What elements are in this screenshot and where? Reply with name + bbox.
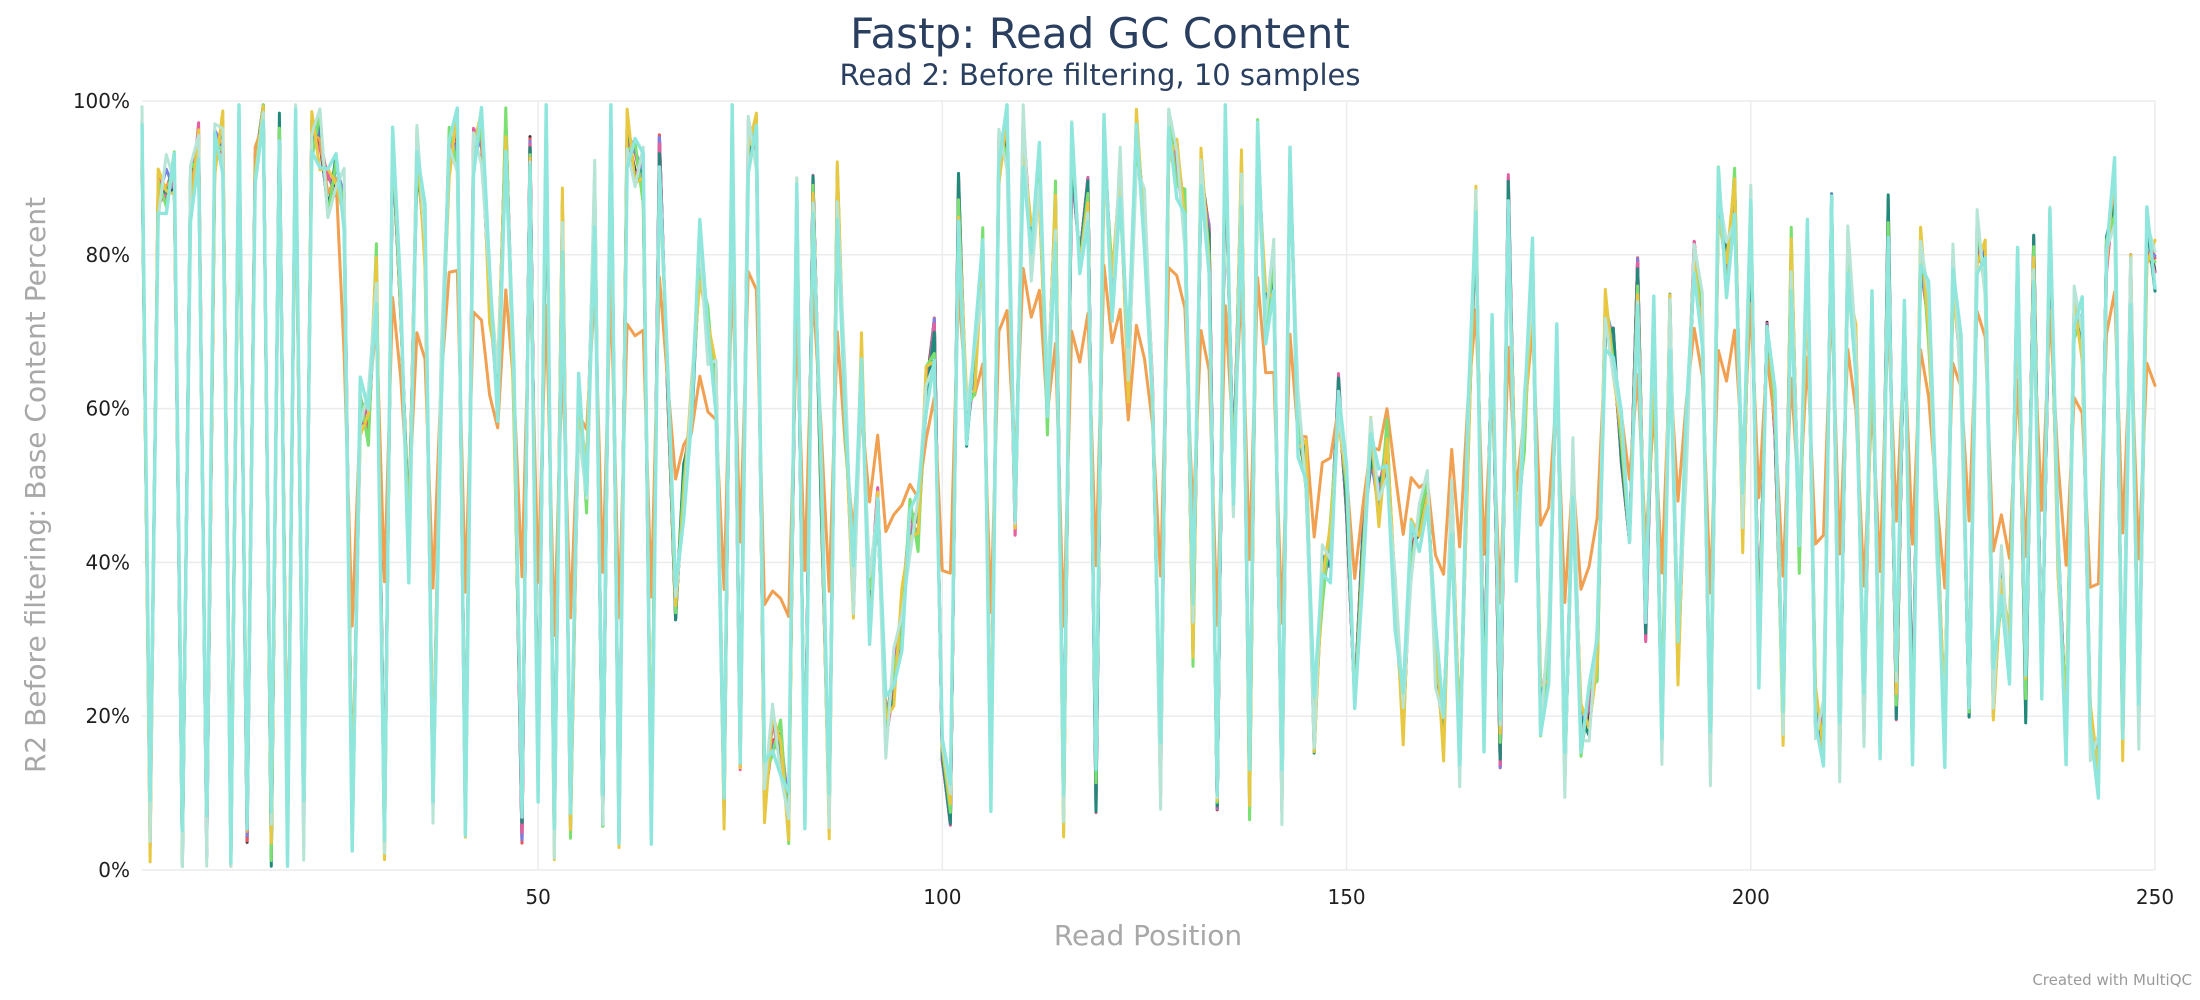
series-line-1 [140, 115, 2157, 858]
y-tick-label: 100% [73, 89, 130, 113]
series-lines [140, 103, 2157, 868]
series-line-3 [140, 106, 2157, 867]
x-axis-label: Read Position [1054, 919, 1242, 952]
series-line-6 [140, 122, 2157, 857]
y-tick-label: 60% [86, 397, 130, 421]
y-tick-label: 20% [86, 704, 130, 728]
x-axis-ticks: 50 100 150 200 250 [525, 885, 2174, 909]
chart-subtitle: Read 2: Before filtering, 10 samples [840, 58, 1361, 92]
x-tick-label: 150 [1327, 885, 1365, 909]
series-line-7 [140, 103, 2157, 868]
series-line-8 [140, 103, 2157, 868]
series-line-5 [140, 103, 2157, 868]
series-line-4 [140, 103, 2157, 868]
x-tick-label: 100 [923, 885, 961, 909]
y-tick-label: 80% [86, 243, 130, 267]
series-line-10 [140, 103, 2157, 868]
x-tick-label: 50 [525, 885, 550, 909]
chart-title: Fastp: Read GC Content [850, 9, 1350, 58]
x-tick-label: 200 [1732, 885, 1770, 909]
series-line-9 [140, 103, 2157, 868]
y-axis-label: R2 Before filtering: Base Content Percen… [19, 197, 52, 773]
y-tick-label: 40% [86, 550, 130, 574]
y-axis-ticks: 0% 20% 40% 60% 80% 100% [73, 89, 130, 882]
credit-text: Created with MultiQC [2032, 971, 2192, 989]
y-tick-label: 0% [98, 858, 130, 882]
grid-lines [142, 100, 2156, 871]
x-tick-label: 250 [2136, 885, 2174, 909]
series-line-2 [140, 108, 2157, 856]
